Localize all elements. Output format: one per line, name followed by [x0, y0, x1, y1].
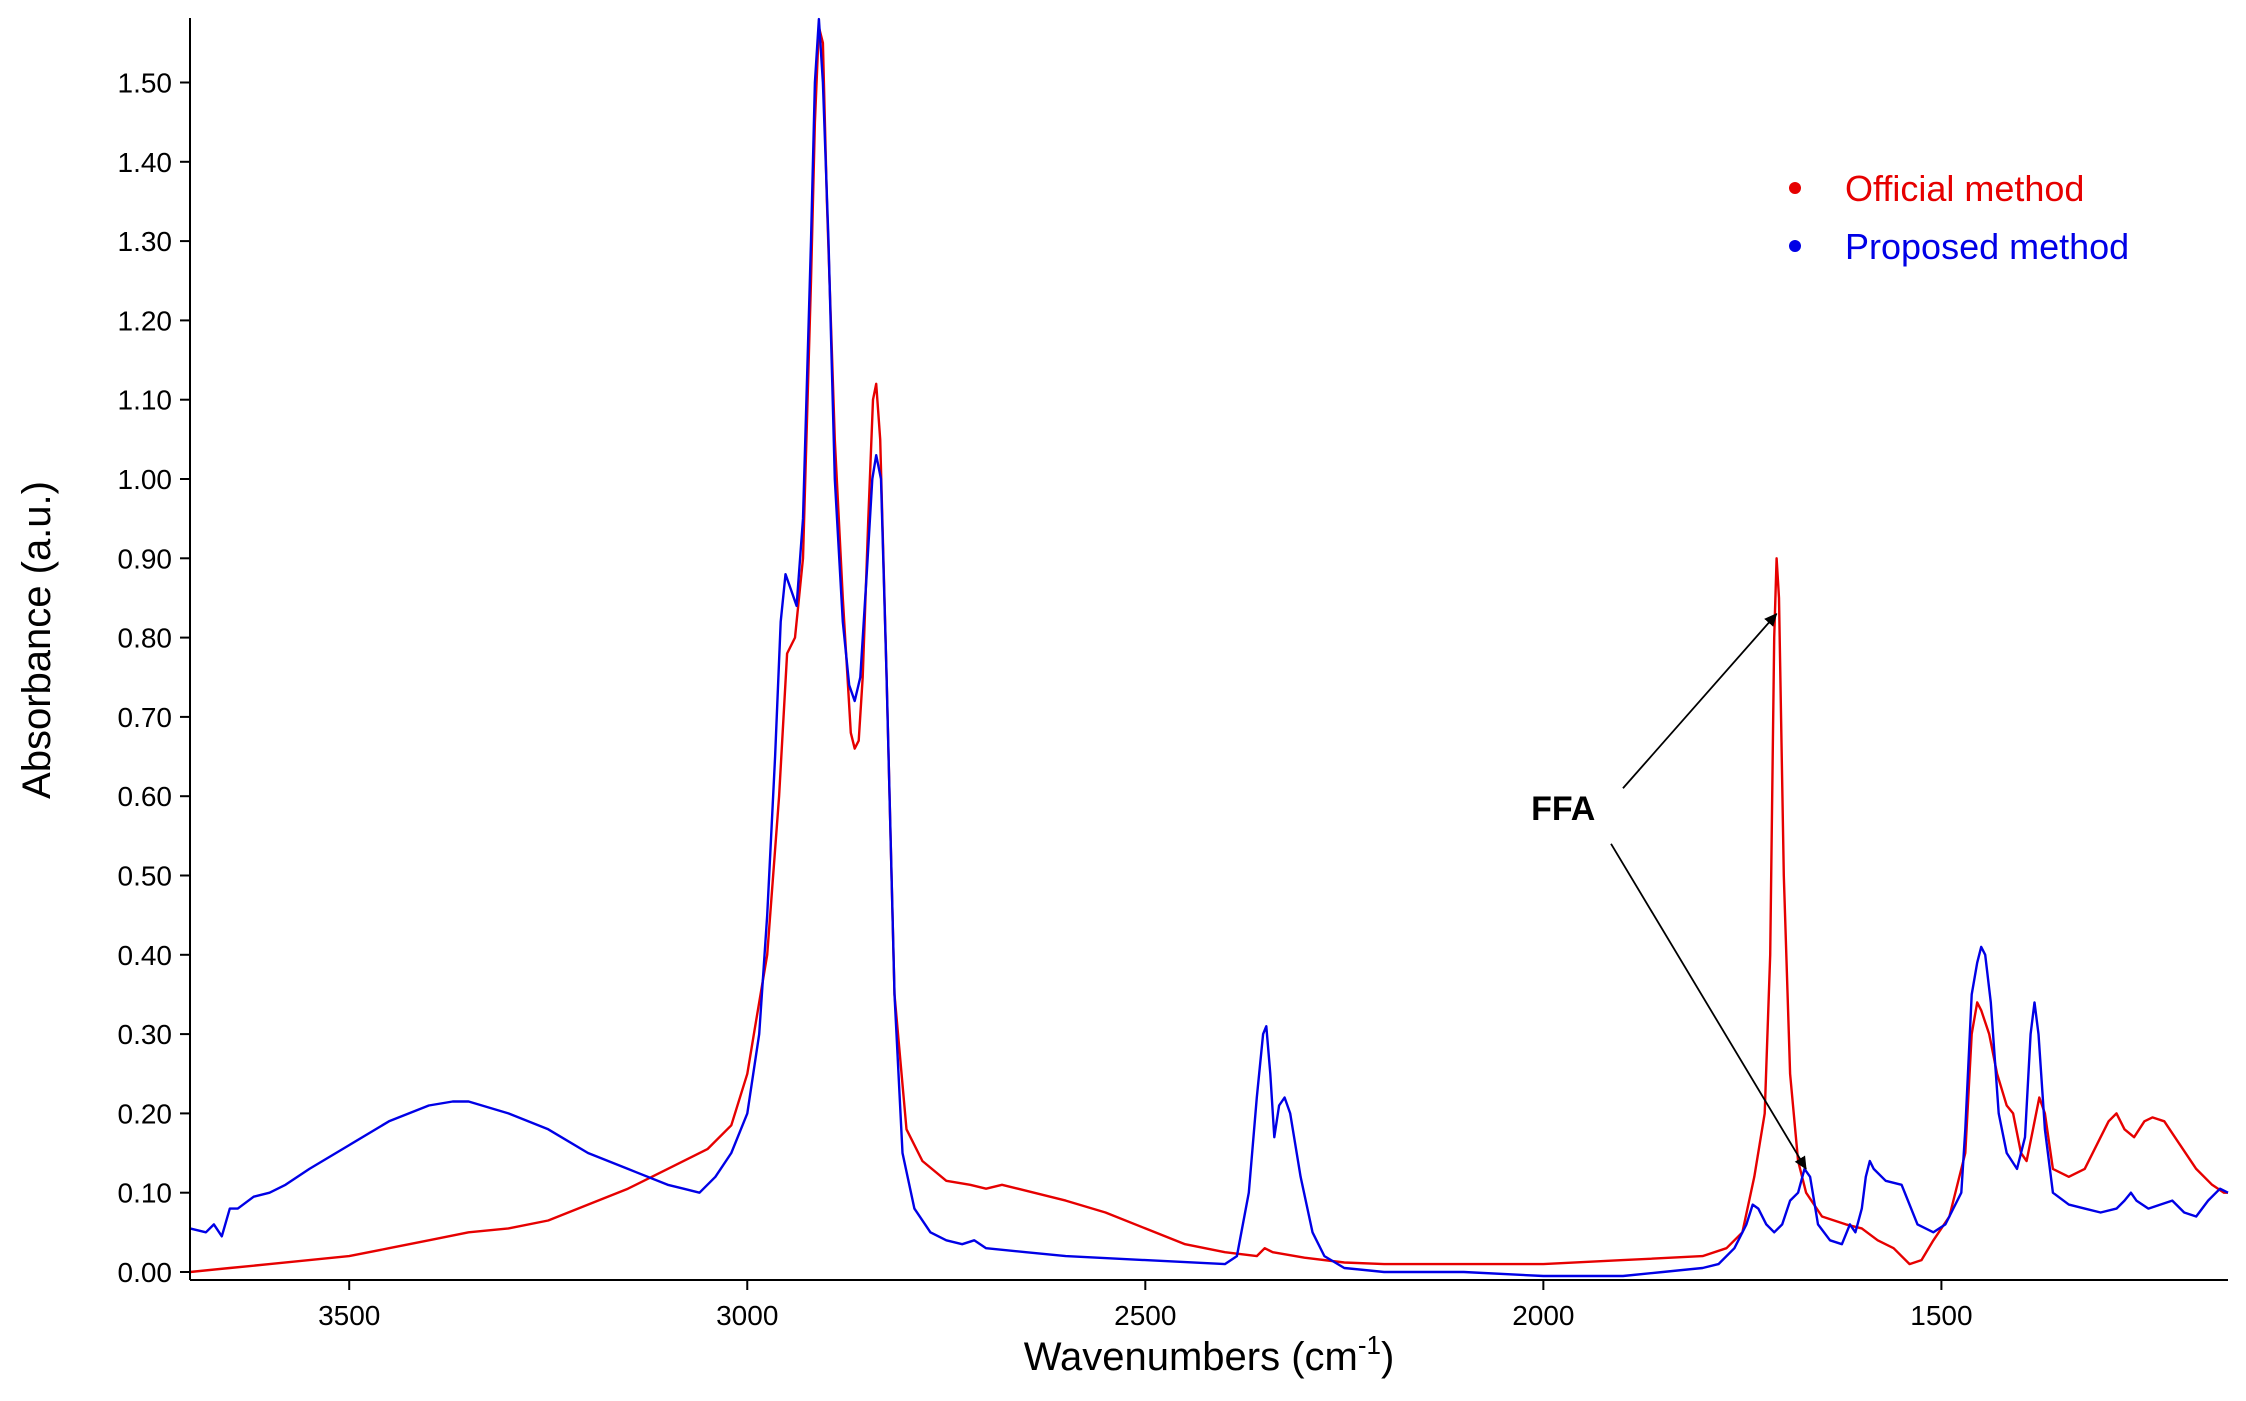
legend-label-official: Official method [1845, 168, 2084, 209]
y-tick-label: 1.20 [118, 305, 173, 336]
y-tick-label: 1.00 [118, 464, 173, 495]
x-tick-label: 3000 [716, 1300, 778, 1331]
y-tick-label: 0.40 [118, 940, 173, 971]
y-tick-label: 0.20 [118, 1098, 173, 1129]
x-tick-label: 1500 [1910, 1300, 1972, 1331]
axes-layer [189, 18, 2228, 1281]
y-tick-label: 1.30 [118, 226, 173, 257]
y-axis-title: Absorbance (a.u.) [15, 481, 59, 799]
series-layer [189, 17, 2229, 1278]
x-axis-title: Wavenumbers (cm-1) [1024, 1330, 1395, 1379]
y-tick-label: 0.60 [118, 781, 173, 812]
y-tick-label: 0.10 [118, 1178, 173, 1209]
legend-label-proposed: Proposed method [1845, 226, 2129, 267]
y-tick-label: 1.10 [118, 385, 173, 416]
legend-marker-proposed [1789, 240, 1801, 252]
annotation-label-ffa: FFA [1531, 790, 1595, 828]
legend: Official method Proposed method [1789, 168, 2129, 267]
y-tick-label: 0.30 [118, 1019, 173, 1050]
annotation-arrow-1 [1622, 613, 1778, 789]
y-tick-label: 0.00 [118, 1257, 173, 1288]
y-tick-label: 1.50 [118, 68, 173, 99]
x-axis-title-sup: -1 [1358, 1330, 1381, 1360]
y-tick-label: 0.50 [118, 861, 173, 892]
x-tick-label: 2500 [1114, 1300, 1176, 1331]
annotation-arrow-2 [1610, 843, 1807, 1170]
y-tick-label: 0.80 [118, 623, 173, 654]
y-tick-label: 0.70 [118, 702, 173, 733]
legend-marker-official [1789, 182, 1801, 194]
x-tick-label: 2000 [1512, 1300, 1574, 1331]
y-tick-label: 0.90 [118, 543, 173, 574]
y-tick-label: 1.40 [118, 147, 173, 178]
x-axis-title-end: ) [1381, 1335, 1394, 1379]
series-line-proposed-method [189, 17, 2229, 1278]
ticks-layer: 0.00 0.10 0.20 0.30 0.40 0.50 0.60 0.70 0.80 0.90… [118, 68, 1973, 1332]
annotation-layer: FFA [1531, 613, 1807, 1170]
x-tick-label: 3500 [318, 1300, 380, 1331]
series-line-official-method [189, 25, 2228, 1274]
